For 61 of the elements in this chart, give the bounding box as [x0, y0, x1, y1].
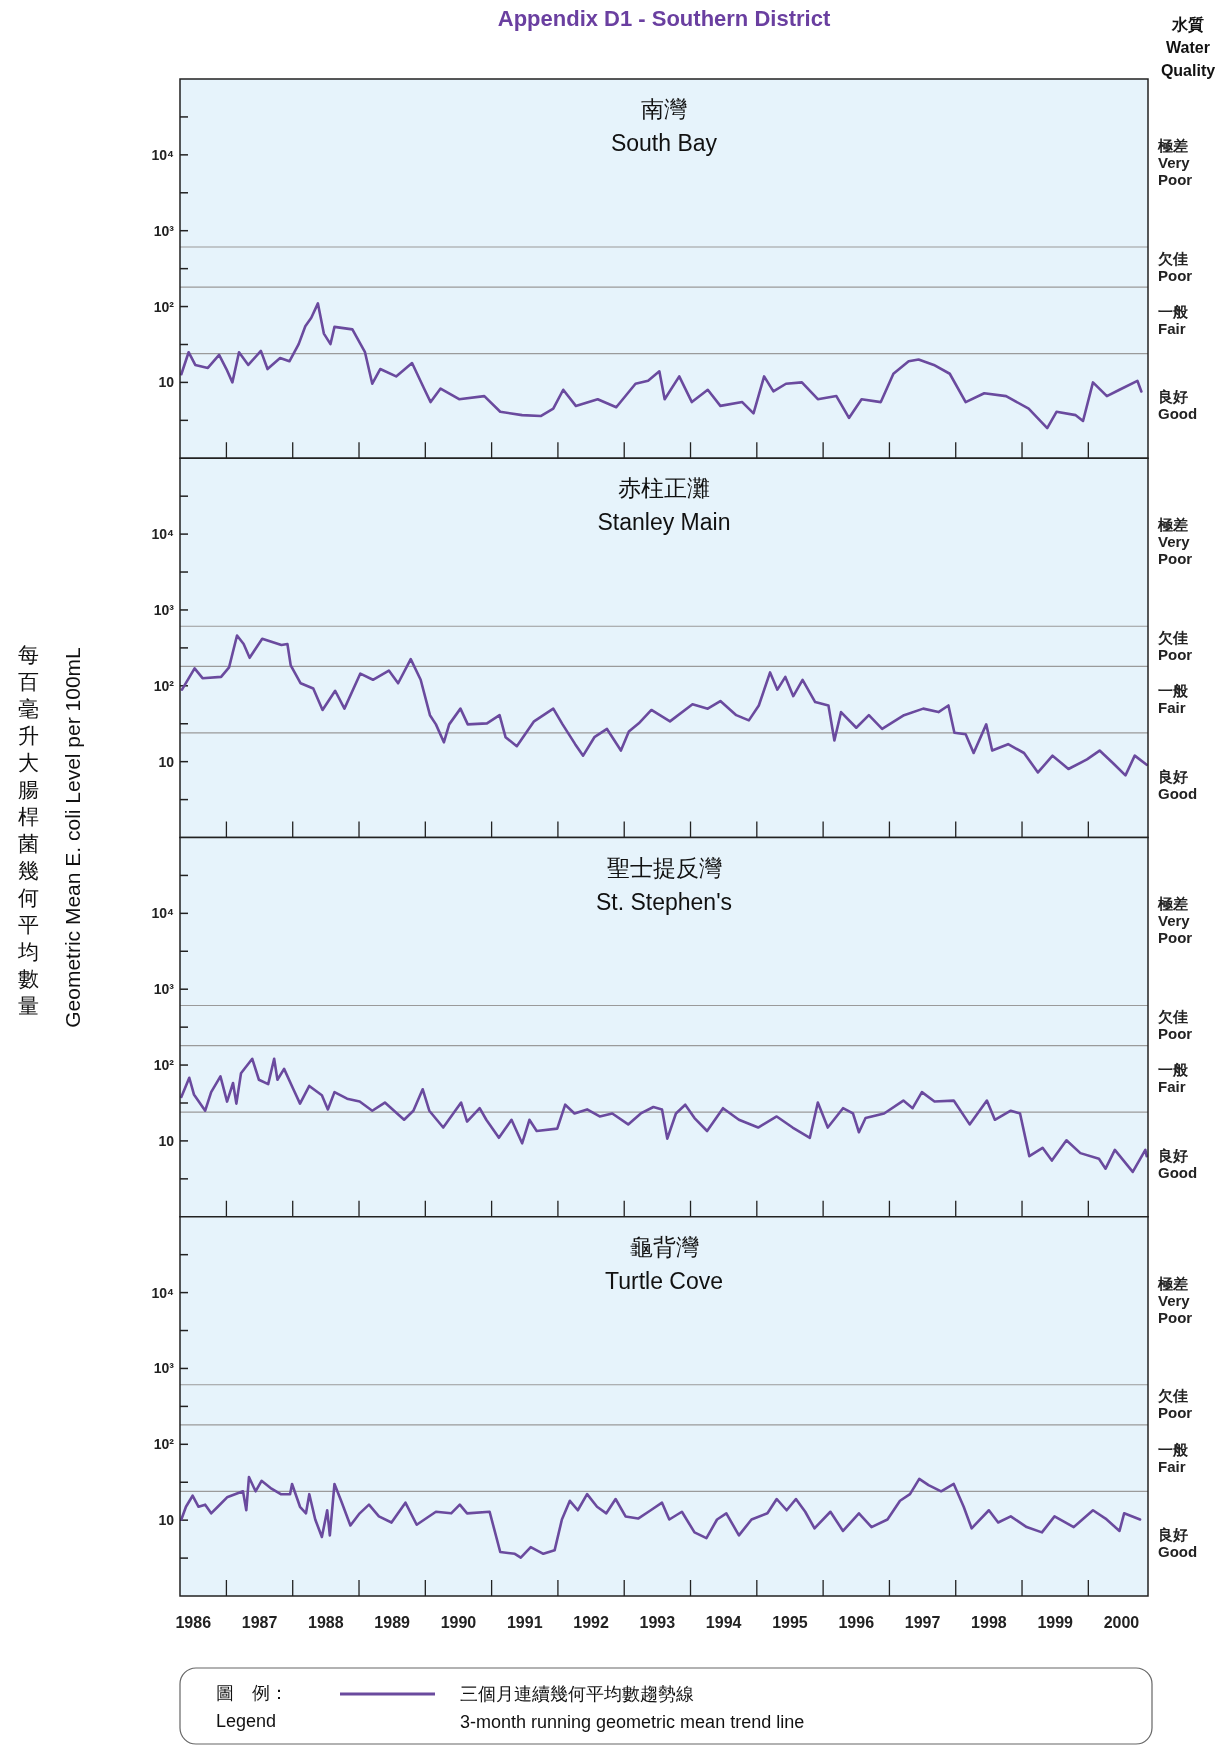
text: 南灣 South Bay — [610, 96, 718, 156]
text: 欠佳 Poor — [1157, 1008, 1193, 1043]
x-tick-label: 1989 — [374, 1614, 411, 1631]
text: 欠佳 Poor — [1157, 1387, 1193, 1422]
x-tick-label: 1998 — [971, 1614, 1007, 1631]
x-tick-label: 1994 — [705, 1614, 742, 1631]
text: 龜背灣 Turtle Cove — [604, 1233, 724, 1294]
text: 極差 Very Poor — [1157, 136, 1193, 188]
text: 良好 Good — [1158, 388, 1198, 423]
text: 一般 Fair — [1158, 1061, 1189, 1096]
text: 極差 Very Poor — [1157, 1274, 1193, 1326]
text: 良好 Good — [1158, 1526, 1198, 1561]
x-tick-label: 1996 — [838, 1614, 875, 1631]
y-tick-label: 10² — [153, 677, 175, 694]
line-series — [180, 634, 1148, 777]
y-tick-label: 10³ — [153, 1360, 175, 1377]
line-series — [180, 1475, 1142, 1559]
text: 良好 Good — [1158, 767, 1198, 802]
x-tick-label: 1997 — [904, 1614, 941, 1631]
x-tick-label: 1991 — [506, 1614, 543, 1631]
text: 極差 Very Poor — [1157, 895, 1193, 947]
y-tick-label: 10 — [158, 753, 175, 770]
text: 聖士提反灣 St. Stephen's — [595, 854, 733, 915]
y-tick-label: 10⁴ — [151, 1284, 175, 1301]
y-tick-label: 10⁴ — [151, 146, 175, 163]
x-tick-label: 1999 — [1037, 1614, 1074, 1631]
text: 極差 Very Poor — [1157, 516, 1193, 568]
y-tick-label: 10³ — [153, 601, 175, 618]
y-tick-label: 10² — [153, 298, 175, 315]
y-tick-label: 10 — [158, 374, 175, 391]
y-tick-label: 10³ — [153, 981, 175, 998]
x-tick-label: 1987 — [241, 1614, 278, 1631]
y-tick-label: 10 — [158, 1132, 175, 1149]
text: 水質 Water Quality — [1160, 16, 1216, 79]
text: 良好 Good — [1158, 1146, 1198, 1181]
legend-title: 圖 例： Legend — [216, 1683, 288, 1731]
y-tick-label: 10² — [153, 1057, 175, 1074]
x-tick-label: 1992 — [573, 1614, 609, 1631]
text: 一般 Fair — [1158, 302, 1189, 337]
x-tick-label: 1988 — [308, 1614, 344, 1631]
x-tick-label: 1986 — [175, 1614, 212, 1631]
text: Geometric Mean E. coli Level per 100mL — [61, 647, 84, 1028]
x-tick-label: 2000 — [1103, 1614, 1140, 1631]
text: 三個月連續幾何平均數趨勢線 3-month running geometric mean trend line — [460, 1684, 805, 1732]
text: 一般 Fair — [1158, 682, 1189, 717]
y-tick-label: 10⁴ — [151, 526, 175, 543]
text: 每百毫升大腸桿菌幾何平均數量 — [17, 643, 39, 1017]
text: 赤柱正灘 Stanley Main — [597, 475, 731, 536]
chart-title: Appendix D1 - Southern District — [497, 6, 831, 31]
y-tick-label: 10⁴ — [151, 905, 175, 922]
text: 一般 Fair — [1158, 1440, 1189, 1475]
x-tick-label: 1995 — [772, 1614, 808, 1631]
y-tick-label: 10² — [153, 1436, 175, 1453]
line-series — [180, 302, 1143, 430]
text: 欠佳 Poor — [1157, 249, 1193, 284]
text: 欠佳 Poor — [1157, 628, 1193, 663]
line-series — [180, 1057, 1148, 1174]
x-tick-label: 1990 — [440, 1614, 477, 1631]
y-tick-label: 10 — [158, 1512, 175, 1529]
y-tick-label: 10³ — [153, 222, 175, 239]
x-tick-label: 1993 — [639, 1614, 676, 1631]
